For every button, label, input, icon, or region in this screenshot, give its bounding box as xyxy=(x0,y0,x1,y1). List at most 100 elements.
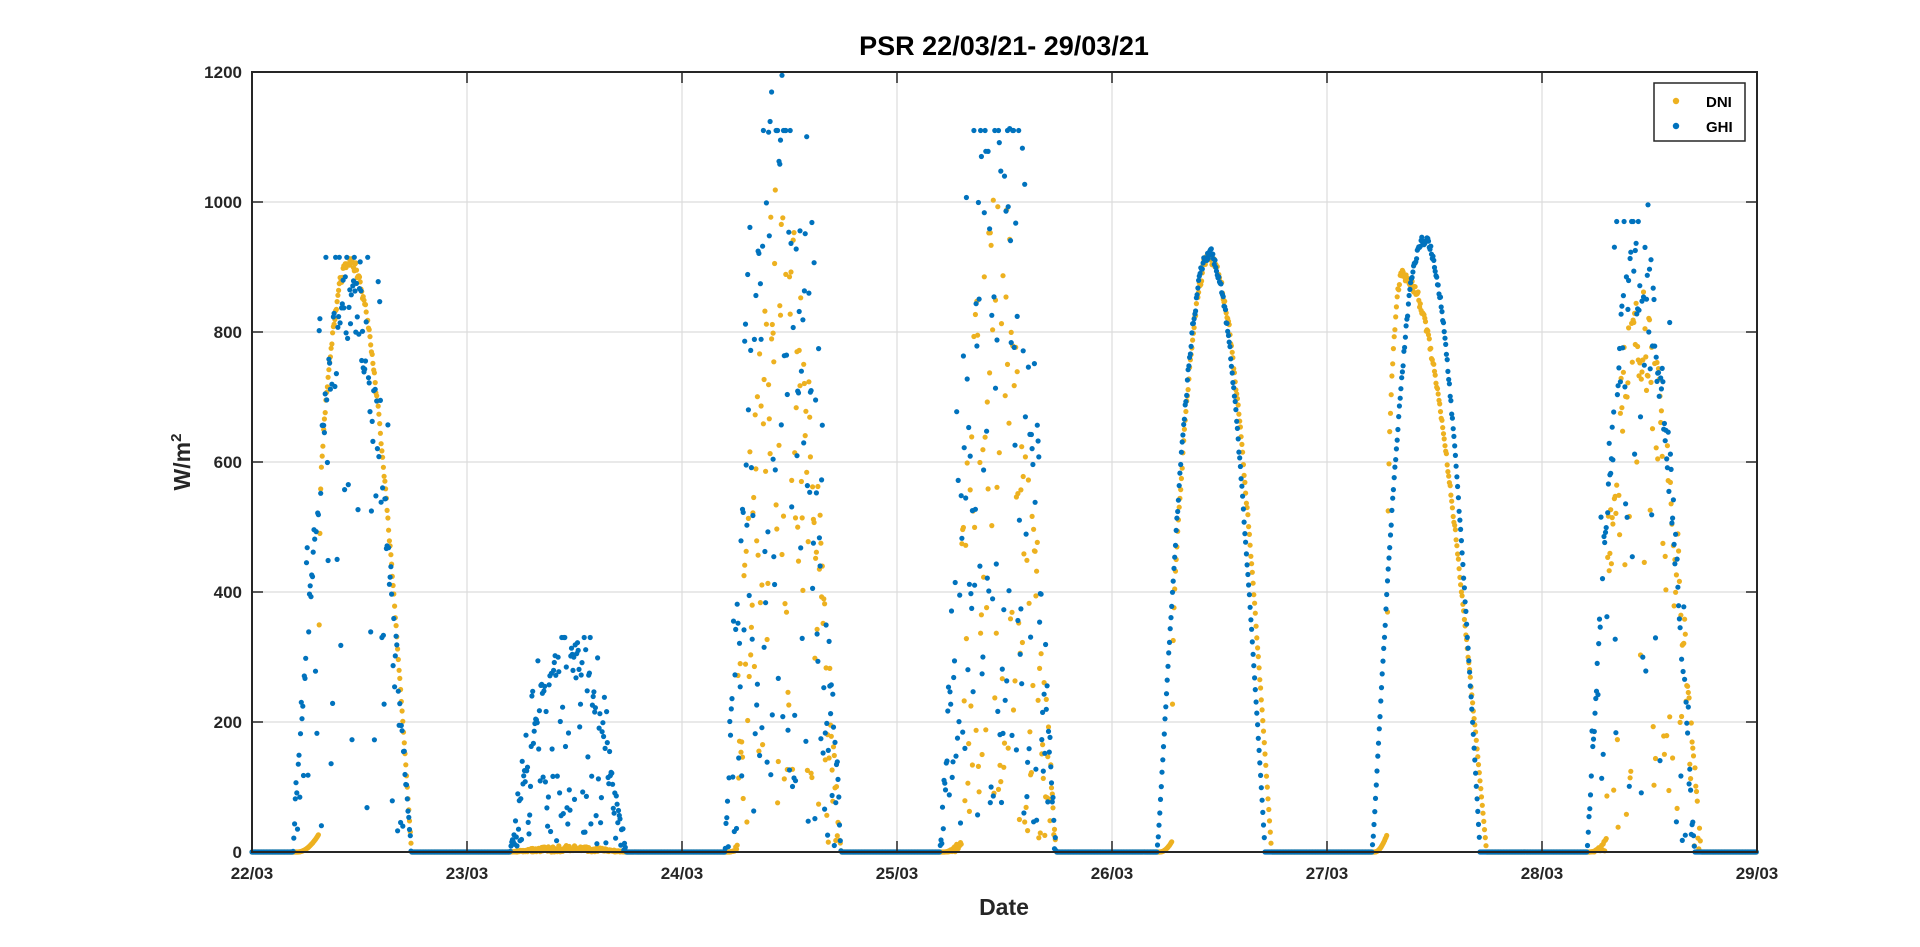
ghi-point xyxy=(1605,481,1611,487)
dni-point xyxy=(1026,600,1032,606)
dni-point xyxy=(1169,701,1176,707)
ghi-point xyxy=(549,746,555,752)
ghi-point xyxy=(757,281,764,287)
dni-point xyxy=(745,717,751,724)
dni-point xyxy=(1178,475,1184,482)
x-tick-label: 25/03 xyxy=(876,864,919,883)
x-tick-label: 24/03 xyxy=(661,864,704,883)
ghi-point xyxy=(514,843,520,849)
y-tick-label: 1000 xyxy=(204,193,242,212)
ghi-point xyxy=(1399,369,1405,375)
dni-point xyxy=(1009,609,1015,615)
y-axis-title-superscript: 2 xyxy=(168,434,185,442)
dni-point xyxy=(813,555,819,561)
dni-point xyxy=(762,308,768,314)
ghi-point xyxy=(1383,606,1389,612)
ghi-point xyxy=(597,711,603,717)
ghi-point xyxy=(551,659,557,666)
ghi-point xyxy=(1451,433,1457,439)
ghi-point xyxy=(952,579,958,586)
dni-point xyxy=(994,484,1000,490)
legend-box xyxy=(1653,82,1746,142)
dni-point xyxy=(1452,527,1458,533)
ghi-point xyxy=(591,689,597,695)
dni-point xyxy=(763,468,769,474)
ghi-point xyxy=(748,465,755,471)
dni-point xyxy=(804,469,810,475)
dni-point xyxy=(766,382,772,388)
ghi-point xyxy=(1439,309,1445,315)
ghi-point xyxy=(374,446,380,452)
dni-point xyxy=(765,580,771,587)
dni-point xyxy=(826,755,832,761)
dni-point xyxy=(1034,539,1040,546)
ghi-point xyxy=(582,829,588,835)
ghi-point xyxy=(1608,470,1614,476)
dni-point xyxy=(397,675,403,682)
dni-point xyxy=(1245,512,1251,518)
dni-point xyxy=(1676,548,1682,554)
ghi-point xyxy=(962,745,968,752)
ghi-point xyxy=(1655,370,1662,376)
dni-point xyxy=(1480,810,1486,816)
dni-point xyxy=(1183,408,1189,415)
dni-point xyxy=(1676,578,1682,585)
ghi-point xyxy=(610,805,616,811)
ghi-point xyxy=(406,814,412,821)
ghi-point xyxy=(1240,506,1246,512)
ghi-point xyxy=(1031,361,1037,367)
ghi-point xyxy=(1600,751,1606,757)
ghi-point xyxy=(1228,363,1234,369)
ghi-point xyxy=(818,736,824,742)
ghi-point xyxy=(1256,747,1262,754)
ghi-point xyxy=(1443,341,1449,347)
dni-point xyxy=(369,351,375,357)
dni-point xyxy=(1042,832,1048,839)
ghi-point xyxy=(754,702,760,708)
dni-point xyxy=(1252,600,1258,606)
ghi-point xyxy=(304,545,310,551)
ghi-point xyxy=(1676,603,1682,609)
ghi-point xyxy=(734,601,740,607)
ghi-point xyxy=(951,674,957,681)
dni-point xyxy=(759,582,765,588)
ghi-point xyxy=(1613,730,1619,736)
ghi-point xyxy=(610,781,616,787)
ghi-point xyxy=(787,127,793,134)
dni-point xyxy=(1616,492,1622,498)
dni-point xyxy=(834,833,840,839)
ghi-point xyxy=(1449,411,1455,417)
ghi-point xyxy=(811,260,817,266)
ghi-point xyxy=(391,615,397,622)
ghi-point xyxy=(1236,449,1242,455)
ghi-point xyxy=(994,337,1000,343)
ghi-point xyxy=(1609,424,1615,430)
ghi-point xyxy=(1454,474,1460,480)
dni-point xyxy=(797,383,803,389)
ghi-point xyxy=(789,504,795,510)
dni-point xyxy=(377,430,383,436)
dni-point xyxy=(1614,737,1620,743)
x-tick-label: 28/03 xyxy=(1521,864,1564,883)
dni-point xyxy=(763,321,770,327)
ghi-point xyxy=(519,758,525,764)
dni-point xyxy=(1640,289,1647,295)
ghi-point xyxy=(1001,173,1008,179)
ghi-point xyxy=(986,588,992,594)
ghi-point xyxy=(761,644,767,650)
dni-point xyxy=(1008,329,1014,335)
dni-point xyxy=(818,540,824,546)
ghi-point xyxy=(363,319,369,325)
ghi-point xyxy=(358,288,364,294)
ghi-point xyxy=(1690,819,1696,825)
ghi-point xyxy=(1162,716,1168,722)
ghi-point xyxy=(1172,554,1178,560)
ghi-point xyxy=(1603,525,1609,531)
ghi-point xyxy=(1245,571,1251,578)
ghi-point xyxy=(816,346,822,352)
ghi-point xyxy=(1048,764,1054,770)
ghi-point xyxy=(523,732,529,738)
ghi-point xyxy=(1398,386,1404,392)
ghi-point xyxy=(330,700,336,707)
dni-point xyxy=(395,646,401,652)
